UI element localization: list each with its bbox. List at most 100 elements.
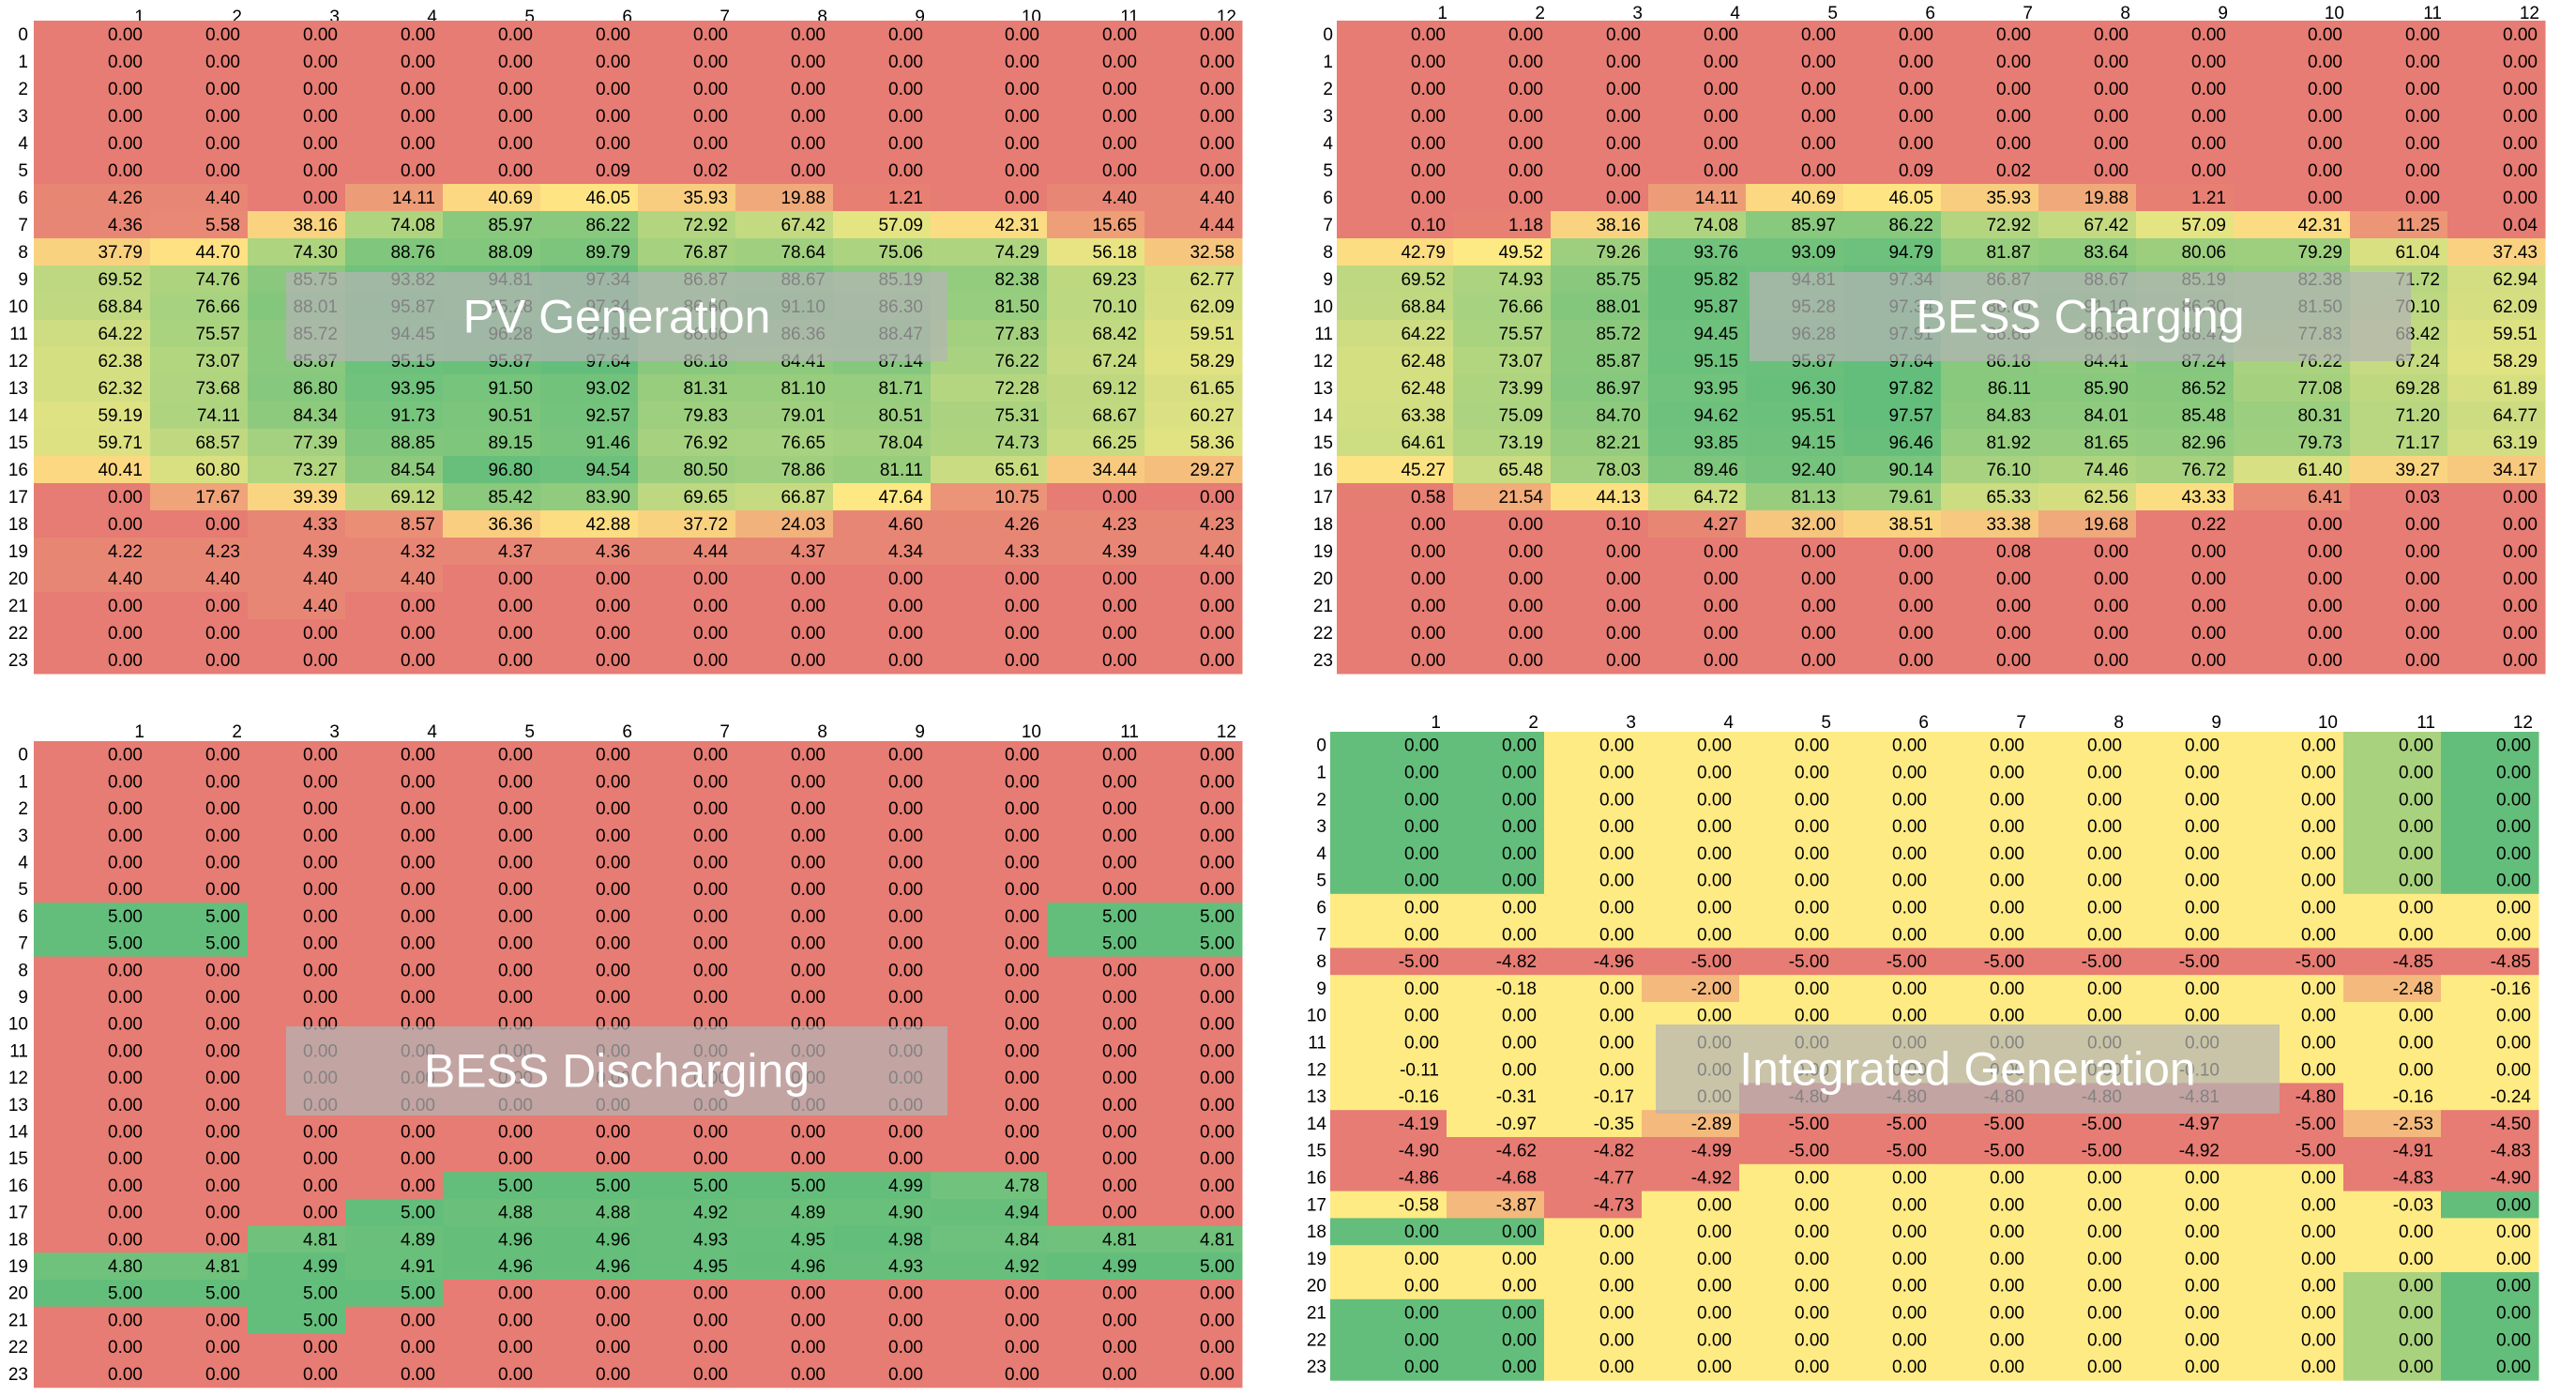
heatmap-cell: [2227, 785, 2344, 813]
heatmap-cell: [1551, 538, 1649, 566]
row-header: 12: [1307, 1060, 1326, 1080]
cell-value: 0.00: [888, 1365, 923, 1385]
heatmap-cell: [540, 429, 639, 457]
heatmap-cell: [638, 565, 736, 593]
heatmap-cell: [443, 157, 541, 185]
column-header: 2: [1535, 4, 1545, 23]
cell-value: -4.82: [1496, 952, 1537, 972]
cell-value: 0.00: [1795, 1304, 1829, 1324]
cell-value: 0.00: [1102, 880, 1137, 900]
heatmap-cell: [833, 875, 932, 903]
heatmap-cell: [540, 903, 639, 931]
cell-value: 0.00: [2191, 80, 2226, 99]
cell-value: 0.00: [498, 907, 533, 927]
cell-value: -5.00: [2296, 1115, 2336, 1134]
heatmap-cell: [1337, 320, 1454, 348]
cell-value: -2.89: [1691, 1115, 1732, 1134]
heatmap-cell: [150, 1037, 249, 1065]
cell-value: 0.00: [888, 624, 923, 644]
heatmap-cell: [1746, 48, 1844, 76]
cell-value: 0.00: [108, 988, 143, 1008]
cell-value: 0.00: [1502, 1304, 1537, 1324]
heatmap-cell: [2227, 948, 2344, 976]
row-header: 13: [1307, 1087, 1326, 1107]
column-header: 6: [622, 8, 632, 27]
heatmap-cell: [638, 538, 736, 566]
cell-value: 0.00: [1005, 651, 1039, 671]
cell-value: 0.00: [2191, 542, 2226, 562]
cell-value: 0.00: [2301, 1250, 2336, 1269]
cell-value: 0.00: [1899, 107, 1933, 127]
cell-value: 0.00: [1005, 746, 1039, 766]
cell-value: 0.00: [1704, 624, 1738, 644]
column-header: 8: [2120, 4, 2130, 23]
heatmap-cell: [1144, 102, 1243, 130]
heatmap-cell: [833, 1360, 932, 1388]
heatmap-cell: [2447, 102, 2546, 130]
cell-value: 0.00: [596, 1122, 630, 1142]
cell-value: 4.98: [888, 1230, 923, 1250]
cell-value: 84.83: [1986, 406, 2031, 426]
cell-value: 0.00: [2308, 53, 2342, 72]
heatmap-cell: [1144, 429, 1243, 457]
cell-value: -4.80: [2296, 1087, 2336, 1107]
cell-value: 0.00: [2185, 1222, 2220, 1242]
cell-value: 69.12: [1092, 379, 1137, 399]
cell-value: 76.92: [683, 433, 728, 453]
cell-value: 0.00: [1502, 1277, 1537, 1297]
cell-value: 0.00: [2308, 597, 2342, 616]
row-header: 11: [1308, 1034, 1326, 1054]
heatmap-cell: [1144, 157, 1243, 185]
row-header: 18: [1313, 515, 1333, 535]
heatmap-panel-2: 1 2 3 4 5 6 7 8 9 10 11 120 0.00 0.00 0.00 0.00 0.00 0.00…: [1313, 4, 2546, 675]
row-header: 4: [18, 853, 28, 872]
cell-value: 0.00: [1996, 107, 2031, 127]
cell-value: 0.00: [1404, 1358, 1439, 1377]
heatmap-cell: [1337, 592, 1454, 620]
heatmap-cell: [1843, 456, 1942, 484]
cell-value: 34.17: [2493, 461, 2538, 480]
cell-value: 0.00: [693, 25, 728, 45]
cell-value: 0.04: [2503, 216, 2538, 235]
cell-value: 0.00: [2185, 1358, 2220, 1377]
cell-value: 4.37: [498, 542, 533, 562]
row-header: 4: [1316, 844, 1326, 864]
cell-value: 0.00: [1990, 899, 2024, 918]
row-header: 9: [18, 988, 28, 1008]
cell-value: 0.00: [1892, 1222, 1927, 1242]
heatmap-cell: [931, 1172, 1048, 1200]
cell-value: 85.48: [2181, 406, 2226, 426]
cell-value: 34.44: [1092, 461, 1137, 480]
cell-value: 0.00: [108, 961, 143, 980]
heatmap-cell: [1144, 1091, 1243, 1119]
cell-value: 93.85: [1693, 433, 1738, 453]
cell-value: 0.00: [1005, 853, 1039, 872]
cell-value: 0.00: [2405, 515, 2440, 535]
heatmap-cell: [735, 875, 834, 903]
heatmap-cell: [2350, 48, 2448, 76]
column-header: 7: [2023, 4, 2033, 23]
heatmap-cell: [1739, 920, 1838, 948]
heatmap-cell: [150, 1252, 249, 1281]
heatmap-cell: [638, 767, 736, 796]
heatmap-cell: [2441, 867, 2539, 895]
cell-value: 0.00: [2308, 134, 2342, 154]
heatmap-cell: [1544, 867, 1643, 895]
heatmap-cell: [2350, 157, 2448, 185]
heatmap-cell: [931, 1333, 1048, 1361]
heatmap-cell: [2441, 893, 2539, 922]
cell-value: 0.00: [1102, 488, 1137, 508]
cell-value: 0.00: [303, 1176, 338, 1196]
cell-value: 4.92: [1005, 1257, 1039, 1277]
cell-value: 0.00: [108, 1015, 143, 1035]
heatmap-cell: [345, 21, 444, 49]
cell-value: 0.00: [2496, 1250, 2531, 1269]
column-header: 11: [2417, 713, 2435, 733]
heatmap-cell: [1453, 565, 1552, 593]
heatmap-cell: [1047, 347, 1145, 375]
heatmap-cell: [1746, 483, 1844, 511]
cell-value: 0.00: [205, 1176, 240, 1196]
column-header: 3: [329, 722, 340, 742]
row-header: 9: [1323, 270, 1333, 290]
heatmap-cell: [34, 1252, 151, 1281]
